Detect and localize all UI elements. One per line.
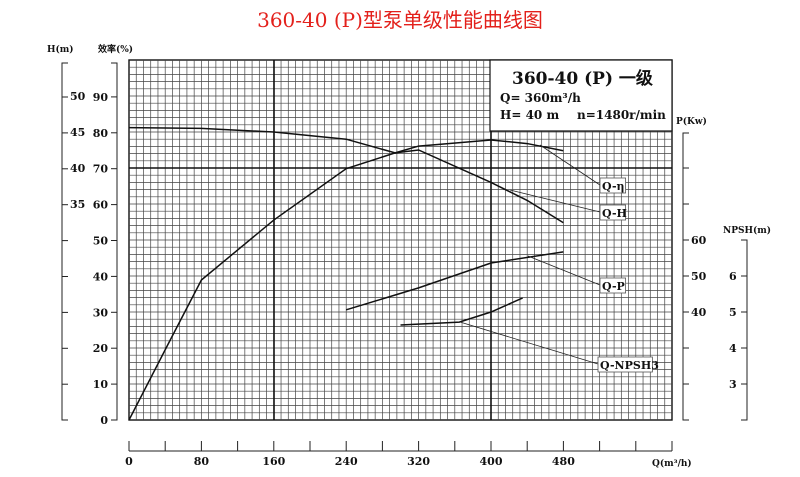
efficiency-axis-line (111, 62, 118, 421)
info-model: 360-40 (P) 一级 (512, 68, 653, 89)
x-tick-label: 160 (262, 455, 285, 468)
efficiency-axis-label: 效率(%) (98, 43, 133, 55)
head-tick-label: 45 (70, 126, 85, 139)
info-speed: n=1480r/min (577, 108, 666, 122)
curve-label: Q-P (602, 280, 625, 293)
head-tick-label: 40 (70, 162, 86, 175)
efficiency-tick-label: 10 (93, 378, 109, 391)
npsh-axis-label: NPSH(m) (723, 225, 771, 236)
head-axis-label: H(m) (47, 44, 74, 55)
info-flow: Q= 360m³/h (500, 91, 581, 105)
npsh-tick-label: 6 (729, 270, 737, 283)
curve-label-box (597, 356, 653, 373)
curve-q- (128, 139, 564, 421)
efficiency-tick-label: 60 (93, 199, 109, 212)
efficiency-tick-label: 20 (93, 342, 109, 355)
power-tick-label: 50 (691, 270, 707, 283)
power-tick-label: 60 (691, 234, 707, 247)
curve-q-npsh3 (400, 297, 523, 326)
efficiency-tick-label: 0 (100, 414, 108, 427)
efficiency-tick-label: 80 (93, 127, 109, 140)
curve-label-box (599, 204, 627, 221)
x-tick-label: 320 (407, 455, 430, 468)
npsh-tick-label: 5 (729, 306, 737, 319)
x-tick-label: 480 (552, 455, 575, 468)
npsh-axis-line (741, 239, 748, 421)
curve-label-box (599, 277, 627, 294)
curve-label-box (599, 177, 627, 194)
info-box: 360-40 (P) 一级 Q= 360m³/h H= 40 m n=1480r… (489, 59, 673, 132)
x-tick-label: 400 (480, 455, 503, 468)
axes: H(m) 效率(%) P(Kw) NPSH(m) Q(m³/h) (47, 43, 771, 469)
x-axis-label: Q(m³/h) (652, 458, 692, 469)
curves: Q-η Q-H Q-P Q-NPSH3 (128, 126, 659, 421)
x-tick-label: 0 (125, 455, 133, 468)
efficiency-tick-label: 50 (93, 235, 109, 248)
curve-label: Q-η (602, 180, 625, 193)
leader-line (509, 189, 601, 213)
power-axis-label: P(Kw) (676, 116, 707, 127)
efficiency-tick-label: 30 (93, 306, 109, 319)
npsh-tick-label: 4 (729, 342, 737, 355)
curve-q-p (345, 251, 564, 311)
chart-title: 360-40 (P)型泵单级性能曲线图 (257, 8, 543, 32)
curve-label: Q-NPSH3 (600, 359, 659, 372)
efficiency-tick-label: 70 (93, 163, 109, 176)
leader-line (459, 321, 599, 365)
info-box-frame (489, 59, 673, 132)
efficiency-tick-label: 40 (93, 270, 109, 283)
info-head: H= 40 m (500, 108, 559, 122)
leader-line (527, 255, 601, 286)
head-axis-line (61, 62, 68, 421)
efficiency-tick-label: 90 (93, 91, 109, 104)
npsh-tick-label: 3 (729, 378, 737, 391)
x-tick-label: 240 (335, 455, 358, 468)
head-tick-label: 50 (70, 90, 86, 103)
leader-line (539, 144, 601, 186)
power-tick-label: 40 (691, 306, 707, 319)
x-tick-label: 80 (194, 455, 210, 468)
curve-label: Q-H (602, 207, 627, 220)
head-tick-label: 35 (70, 198, 85, 211)
